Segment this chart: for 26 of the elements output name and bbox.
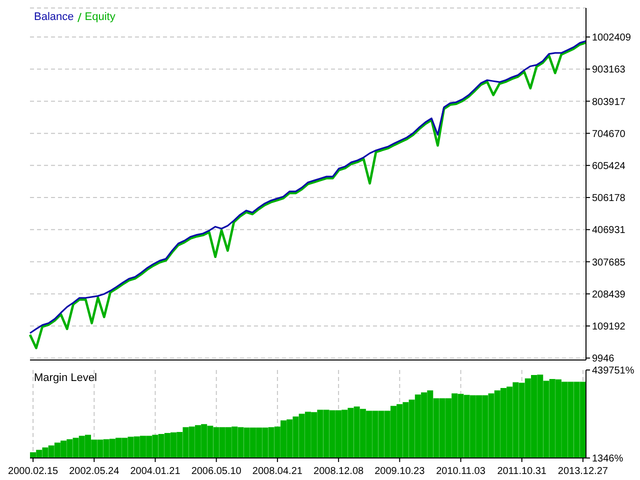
x-tick-label: 2004.01.21 bbox=[130, 466, 181, 477]
x-tick-label: 2008.12.08 bbox=[314, 466, 364, 477]
legend-label: Equity bbox=[84, 11, 116, 23]
y-tick-label: 9946 bbox=[592, 354, 615, 365]
x-tick-label: 2008.04.21 bbox=[252, 466, 303, 477]
y-tick-label: 605424 bbox=[592, 160, 626, 172]
y-tick-label: 506178 bbox=[592, 193, 626, 204]
x-tick-label: 2002.05.24 bbox=[69, 466, 120, 477]
x-tick-label: 2009.10.23 bbox=[374, 466, 426, 477]
y-tick-label: 1002409 bbox=[592, 32, 632, 44]
y-tick-label: 208439 bbox=[592, 289, 626, 300]
y-tick-label: 1346% bbox=[592, 454, 624, 465]
chart-title: Margin Level bbox=[34, 372, 97, 384]
y-tick-label: 307685 bbox=[592, 257, 626, 268]
y-tick-label: 803917 bbox=[592, 96, 626, 108]
y-tick-label: 439751% bbox=[592, 366, 634, 377]
x-tick-label: 2006.05.10 bbox=[191, 466, 242, 477]
text: Balance bbox=[34, 11, 74, 23]
y-tick-label: 903163 bbox=[592, 64, 626, 76]
x-tick-label: 2013.12.27 bbox=[558, 466, 608, 477]
x-tick-label: 2000.02.15 bbox=[8, 466, 59, 477]
x-tick-label: 2010.11.03 bbox=[436, 466, 486, 477]
y-tick-label: 109192 bbox=[592, 322, 626, 333]
y-tick-label: 704670 bbox=[592, 128, 626, 140]
x-tick-label: 2011.10.31 bbox=[497, 466, 547, 477]
y-tick-label: 406931 bbox=[592, 225, 626, 236]
